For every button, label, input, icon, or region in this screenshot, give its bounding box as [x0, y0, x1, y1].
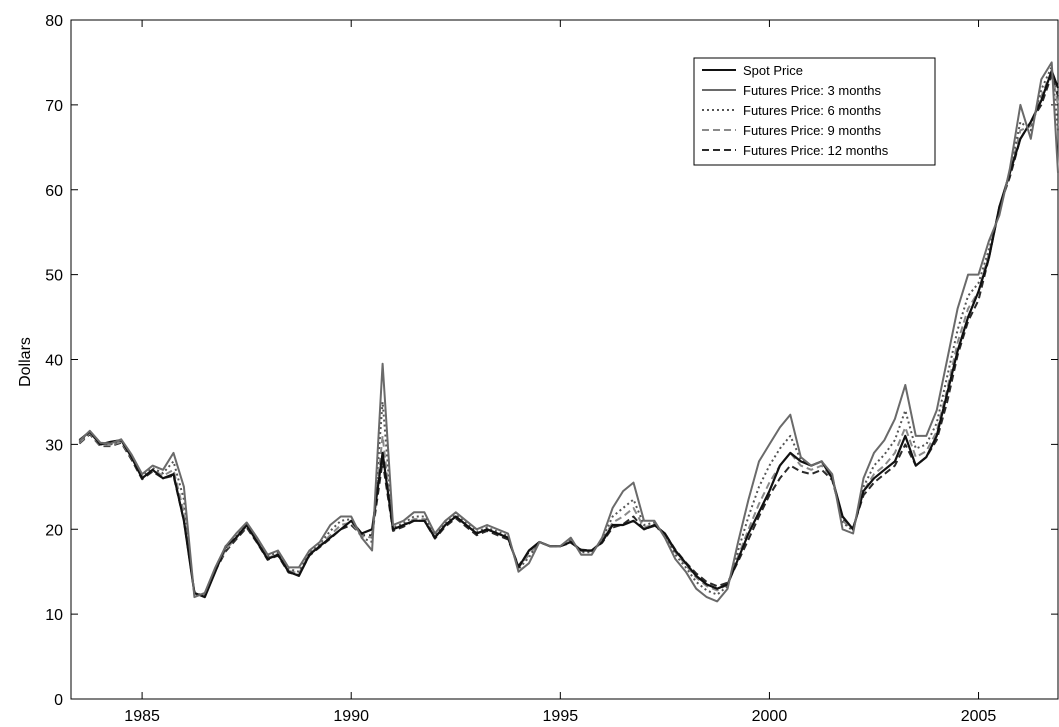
axis-ticks: 0 10 20 30 40 50 60 70 80 1985 1990 1995 2000 2005	[45, 13, 1058, 725]
legend-label: Futures Price: 6 months	[743, 103, 881, 118]
y-tick-label: 50	[45, 268, 63, 285]
legend-label: Futures Price: 9 months	[743, 123, 881, 138]
y-tick-label: 60	[45, 183, 63, 200]
y-tick-label: 70	[45, 98, 63, 115]
series-line-1	[78, 61, 1059, 603]
x-tick-label: 1995	[543, 708, 579, 725]
legend: Spot Price Futures Price: 3 months Futures…	[693, 57, 936, 166]
x-tick-label: 1990	[333, 708, 369, 725]
x-tick-label: 2005	[961, 708, 997, 725]
x-tick-label: 2000	[752, 708, 788, 725]
x-tick-label: 1985	[124, 708, 160, 725]
series-lines	[78, 61, 1059, 603]
y-tick-label: 80	[45, 13, 63, 30]
legend-label: Futures Price: 3 months	[743, 83, 881, 98]
y-tick-label: 10	[45, 607, 63, 624]
y-tick-label: 40	[45, 353, 63, 370]
series-line-0	[78, 69, 1059, 599]
legend-label: Spot Price	[743, 63, 803, 78]
y-tick-label: 30	[45, 437, 63, 454]
legend-box	[693, 57, 936, 166]
y-tick-label: 20	[45, 522, 63, 539]
y-tick-label: 0	[54, 692, 63, 709]
y-axis-title: Dollars	[17, 337, 34, 387]
legend-label: Futures Price: 12 months	[743, 143, 889, 158]
